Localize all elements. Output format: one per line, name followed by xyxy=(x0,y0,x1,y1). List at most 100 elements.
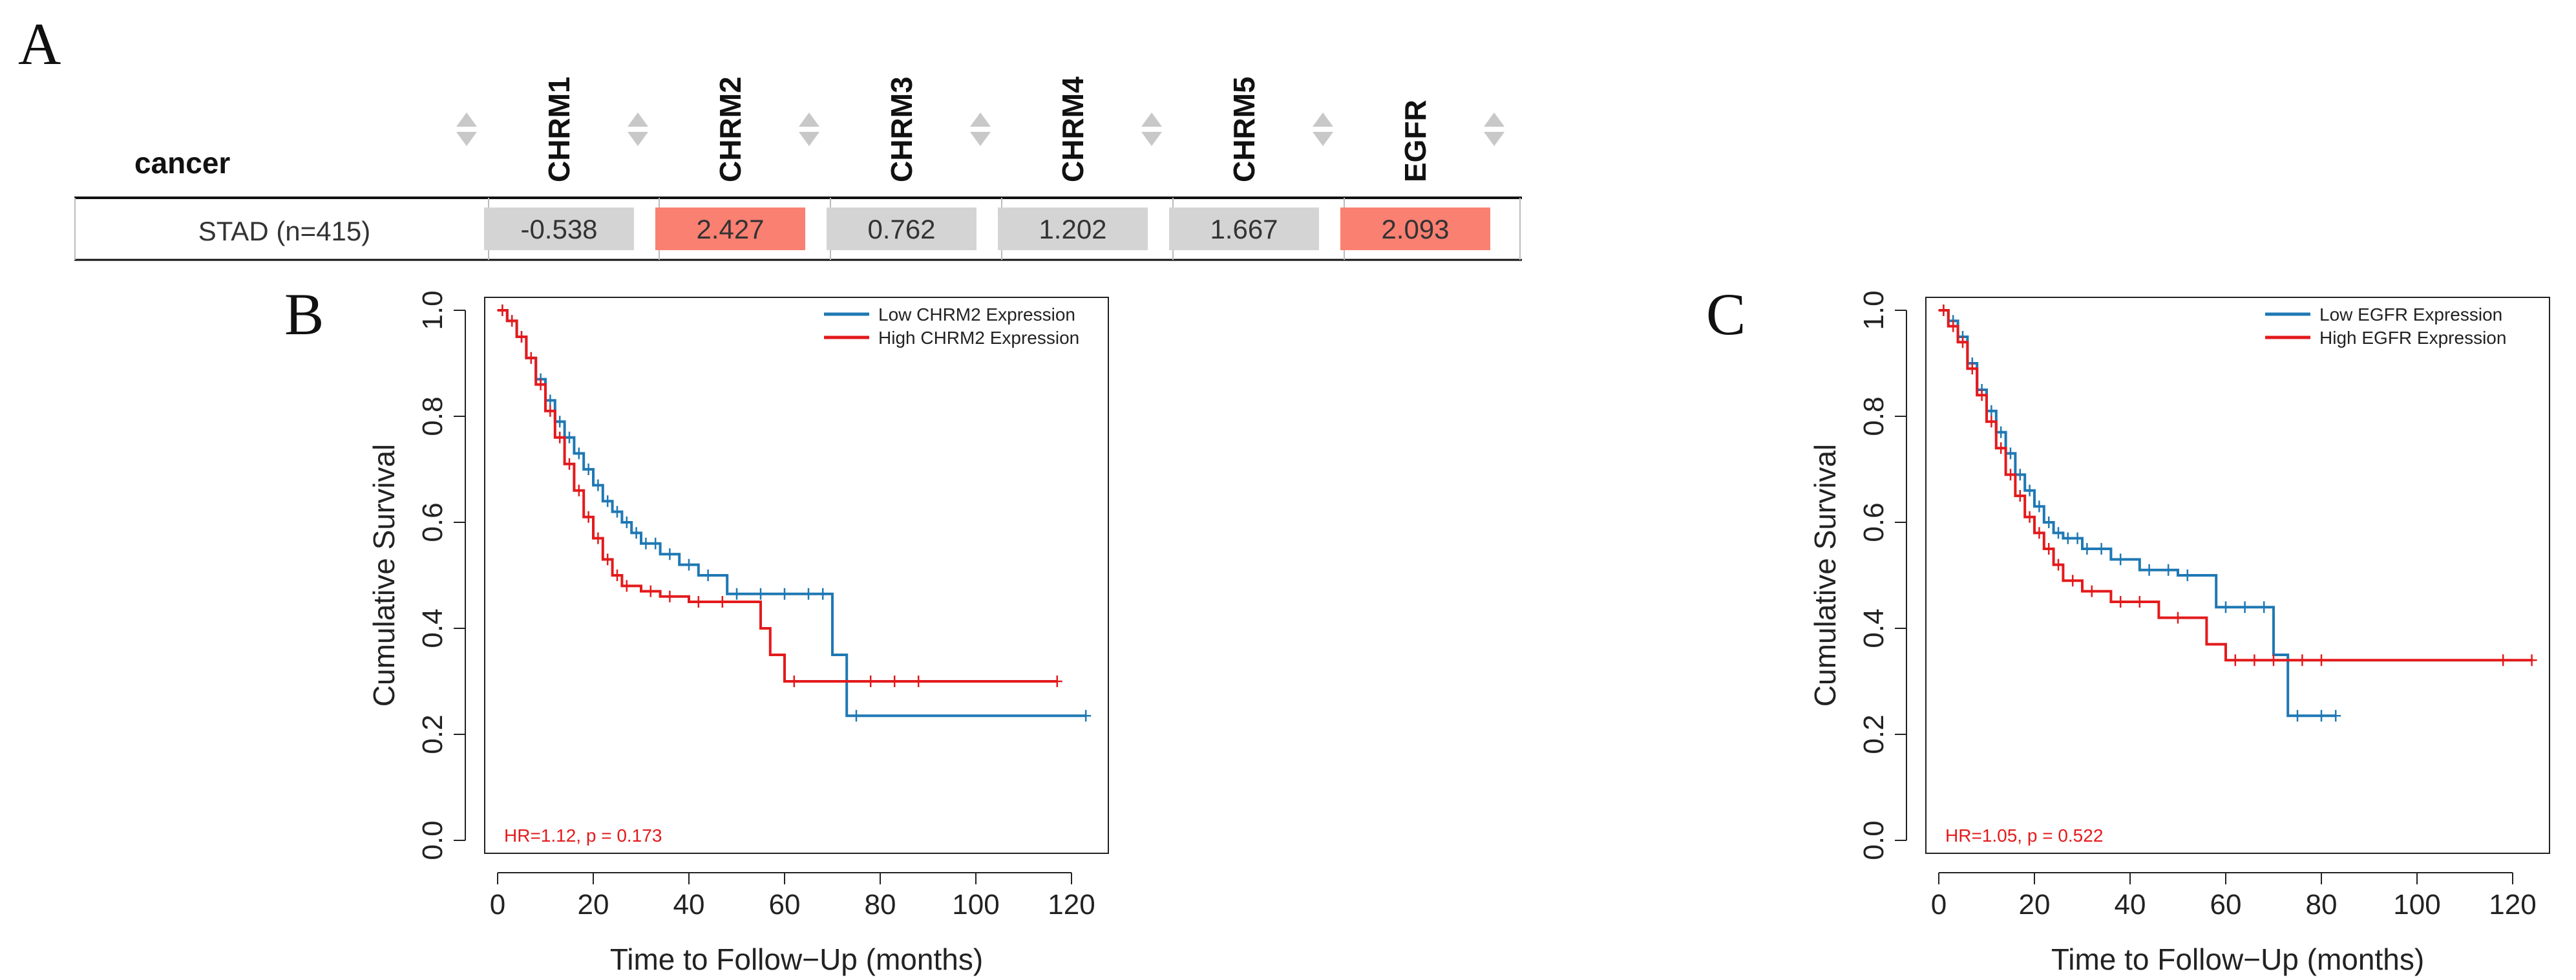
censor-mark xyxy=(602,553,613,566)
censor-mark xyxy=(1938,304,1949,316)
censor-mark xyxy=(788,676,799,687)
censor-mark xyxy=(535,378,546,390)
censor-mark xyxy=(2014,490,2025,502)
censor-mark xyxy=(684,559,694,571)
hr-annotation: HR=1.05, p = 0.522 xyxy=(1945,826,2103,846)
km-curve-low xyxy=(1939,309,2336,718)
y-tick-label: 0.8 xyxy=(1858,396,1890,436)
censor-mark xyxy=(2144,564,2155,576)
censor-mark xyxy=(851,710,861,722)
y-tick-label: 1.0 xyxy=(1858,290,1890,330)
sort-up-arrow xyxy=(456,112,477,127)
censor-mark xyxy=(612,570,622,581)
x-tick-label: 100 xyxy=(2393,889,2440,921)
censor-mark xyxy=(2005,447,2016,460)
censor-mark xyxy=(2024,484,2035,496)
sort-up-arrow xyxy=(1141,112,1162,127)
y-tick-label: 0.4 xyxy=(1858,608,1890,648)
panel-label-b: B xyxy=(284,281,324,347)
censor-mark xyxy=(2005,469,2016,481)
censor-mark xyxy=(497,304,508,316)
hr-annotation: HR=1.12, p = 0.173 xyxy=(504,826,662,846)
censor-mark xyxy=(602,495,613,507)
sort-up-arrow xyxy=(1484,112,1504,127)
sort-up-arrow xyxy=(1313,112,1333,127)
x-tick-label: 80 xyxy=(2306,889,2338,921)
x-tick-label: 20 xyxy=(2019,889,2051,921)
censor-mark xyxy=(2221,601,2231,613)
y-tick-label: 0.2 xyxy=(1858,714,1890,754)
censor-mark xyxy=(1996,442,2007,454)
censor-mark xyxy=(554,431,565,443)
censor-mark xyxy=(2163,564,2174,576)
sort-down-arrow xyxy=(799,132,819,146)
censor-mark xyxy=(593,532,604,544)
censor-mark xyxy=(645,585,656,597)
x-axis-title: Time to Follow−Up (months) xyxy=(610,943,983,976)
censor-mark xyxy=(717,596,728,608)
censor-mark xyxy=(2082,543,2093,555)
y-tick-label: 0.0 xyxy=(1858,820,1890,860)
panel-label-c: C xyxy=(1706,281,1746,347)
censor-mark xyxy=(2230,654,2241,666)
km-curve-high xyxy=(498,309,1057,683)
km-curve-low xyxy=(498,309,1086,718)
sort-arrows-icon xyxy=(1141,112,1162,146)
column-header-chrm4: CHRM4 xyxy=(1056,76,1090,182)
y-tick-label: 0.0 xyxy=(417,820,449,860)
sort-up-arrow xyxy=(970,112,991,127)
correlation-table: cancer CHRM1 CHRM2 CHRM3 CHRM4 CHRM5 EGFR STAD … xyxy=(0,0,1551,278)
y-tick-label: 0.8 xyxy=(417,396,449,436)
plot-frame xyxy=(484,297,1109,854)
censor-mark xyxy=(702,570,713,581)
y-tick-label: 0.2 xyxy=(417,714,449,754)
x-tick-label: 120 xyxy=(2489,889,2536,921)
censor-mark xyxy=(564,458,575,470)
censor-mark xyxy=(1996,426,2007,438)
x-axis-title: Time to Follow−Up (months) xyxy=(2051,943,2424,976)
censor-mark xyxy=(2316,710,2327,722)
sort-down-arrow xyxy=(628,132,648,146)
sort-arrows-icon xyxy=(1313,112,1333,146)
column-header-chrm2: CHRM2 xyxy=(713,76,747,182)
censor-mark xyxy=(2043,543,2054,555)
censor-mark xyxy=(2115,596,2126,608)
y-tick-label: 0.6 xyxy=(417,502,449,542)
x-tick-label: 40 xyxy=(2115,889,2146,921)
sort-arrows-icon xyxy=(970,112,991,146)
censor-mark xyxy=(631,527,642,539)
censor-mark xyxy=(2115,553,2126,566)
value-text-chrm1: -0.538 xyxy=(520,214,597,244)
plot-frame xyxy=(1925,297,2550,854)
censor-mark xyxy=(2086,585,2097,597)
censor-mark xyxy=(621,517,632,528)
censor-mark xyxy=(2096,543,2107,555)
sort-down-arrow xyxy=(1484,132,1504,146)
correlation-table-svg: cancer CHRM1 CHRM2 CHRM3 CHRM4 CHRM5 EGFR STAD … xyxy=(74,76,1522,261)
censor-mark xyxy=(612,506,622,518)
value-cell-chrm3 xyxy=(827,208,977,250)
column-header-chrm5: CHRM5 xyxy=(1227,76,1261,182)
censor-mark xyxy=(732,588,742,600)
value-text-chrm3: 0.762 xyxy=(867,214,935,244)
censor-mark xyxy=(803,588,814,600)
censor-mark xyxy=(2297,654,2308,666)
x-tick-label: 80 xyxy=(865,889,896,921)
value-text-chrm5: 1.667 xyxy=(1210,214,1278,244)
column-header-egfr: EGFR xyxy=(1399,100,1432,182)
censor-mark xyxy=(889,676,900,687)
x-tick-label: 60 xyxy=(769,889,801,921)
x-tick-label: 0 xyxy=(490,889,505,921)
censor-mark xyxy=(2259,601,2270,613)
censor-mark xyxy=(1976,389,1987,401)
value-cell-egfr xyxy=(1340,208,1490,250)
censor-mark xyxy=(2249,654,2260,666)
value-cell-chrm4 xyxy=(998,208,1148,250)
censor-mark xyxy=(525,352,536,364)
y-axis-title: Cumulative Survival xyxy=(367,444,401,707)
censor-mark xyxy=(865,676,876,687)
censor-mark xyxy=(2330,710,2341,722)
sort-up-arrow xyxy=(799,112,819,127)
censor-mark xyxy=(1051,676,1062,687)
censor-mark xyxy=(2134,596,2145,608)
